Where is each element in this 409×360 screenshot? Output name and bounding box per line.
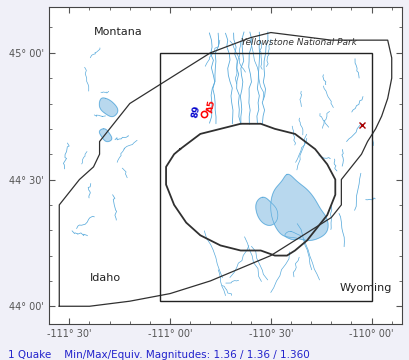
Polygon shape: [166, 124, 335, 256]
Text: Montana: Montana: [93, 27, 142, 37]
Text: Yellowstone National Park: Yellowstone National Park: [240, 38, 356, 47]
Polygon shape: [59, 32, 391, 306]
Text: 89: 89: [190, 104, 201, 118]
Polygon shape: [255, 197, 277, 225]
Text: Wyoming: Wyoming: [339, 283, 391, 293]
Polygon shape: [99, 129, 112, 141]
Bar: [160, 53, 371, 301]
Polygon shape: [284, 231, 300, 240]
Polygon shape: [99, 98, 117, 117]
Polygon shape: [270, 174, 327, 240]
Text: 1 Quake    Min/Max/Equiv. Magnitudes: 1.36 / 1.36 / 1.360: 1 Quake Min/Max/Equiv. Magnitudes: 1.36 …: [8, 350, 309, 360]
Text: Idaho: Idaho: [89, 273, 120, 283]
Text: A5: A5: [205, 99, 217, 114]
